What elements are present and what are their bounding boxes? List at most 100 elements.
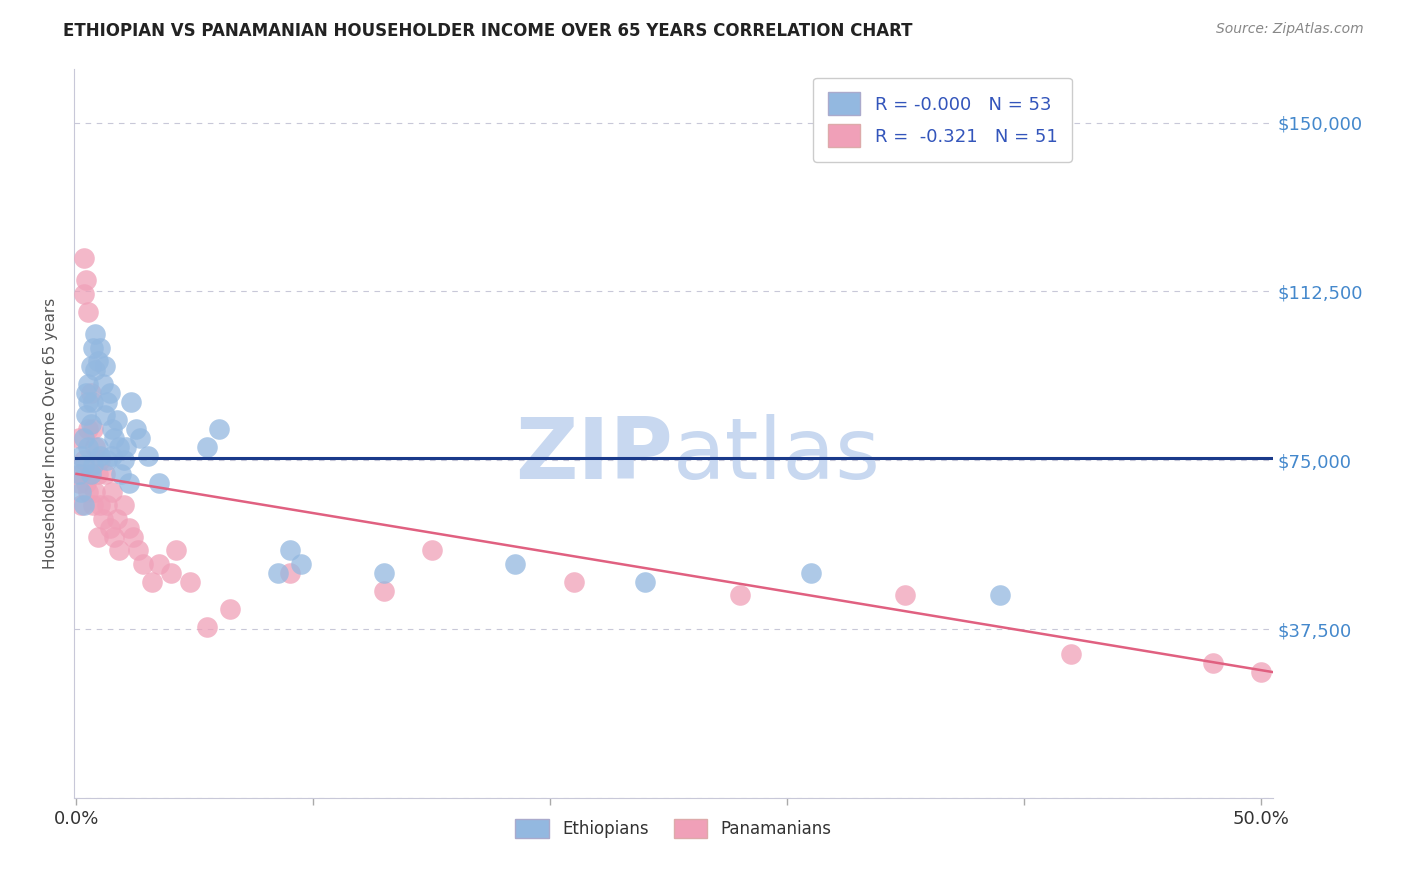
Y-axis label: Householder Income Over 65 years: Householder Income Over 65 years [44, 298, 58, 569]
Point [77, 484, 100, 499]
Point [127, 543, 149, 558]
Point [84, 484, 107, 499]
Point [101, 422, 124, 436]
Point [141, 574, 163, 589]
Point [96, 499, 118, 513]
Point [82, 458, 104, 472]
Point [75, 475, 97, 490]
Point [84, 327, 107, 342]
Point [77, 394, 100, 409]
Point [67, 431, 90, 445]
Point [800, 566, 823, 580]
Point [988, 589, 1011, 603]
Text: ZIP: ZIP [516, 414, 673, 497]
Point [290, 557, 312, 571]
Point [79, 417, 101, 432]
Point [124, 422, 146, 436]
Point [94, 467, 117, 481]
Point [105, 413, 128, 427]
Point [84, 440, 107, 454]
Point [70, 499, 93, 513]
Point [728, 589, 751, 603]
Point [72, 251, 94, 265]
Point [72, 431, 94, 445]
Point [72, 453, 94, 467]
Text: Source: ZipAtlas.com: Source: ZipAtlas.com [1216, 22, 1364, 37]
Point [79, 467, 101, 481]
Point [179, 574, 201, 589]
Point [82, 341, 104, 355]
Point [70, 484, 93, 499]
Point [96, 394, 118, 409]
Point [82, 499, 104, 513]
Point [136, 449, 159, 463]
Point [894, 589, 917, 603]
Point [82, 422, 104, 436]
Point [75, 385, 97, 400]
Point [105, 512, 128, 526]
Point [122, 530, 145, 544]
Point [108, 543, 131, 558]
Point [67, 475, 90, 490]
Point [79, 467, 101, 481]
Point [89, 449, 111, 463]
Point [120, 394, 142, 409]
Point [1060, 647, 1083, 661]
Point [195, 620, 218, 634]
Point [89, 453, 111, 467]
Point [77, 304, 100, 318]
Point [148, 475, 170, 490]
Point [110, 467, 132, 481]
Point [112, 499, 135, 513]
Point [562, 574, 585, 589]
Text: ETHIOPIAN VS PANAMANIAN HOUSEHOLDER INCOME OVER 65 YEARS CORRELATION CHART: ETHIOPIAN VS PANAMANIAN HOUSEHOLDER INCO… [63, 22, 912, 40]
Point [77, 422, 100, 436]
Point [75, 409, 97, 423]
Point [373, 566, 395, 580]
Point [70, 449, 93, 463]
Point [267, 566, 290, 580]
Point [87, 354, 110, 368]
Point [67, 467, 90, 481]
Point [117, 475, 139, 490]
Point [91, 376, 114, 391]
Text: atlas: atlas [673, 414, 882, 497]
Point [82, 394, 104, 409]
Point [84, 363, 107, 377]
Point [1250, 665, 1272, 679]
Point [96, 453, 118, 467]
Point [72, 458, 94, 472]
Point [129, 431, 152, 445]
Point [103, 530, 125, 544]
Point [79, 359, 101, 373]
Point [278, 566, 301, 580]
Point [207, 422, 229, 436]
Point [103, 431, 125, 445]
Point [72, 286, 94, 301]
Point [1202, 656, 1225, 670]
Point [70, 467, 93, 481]
Point [72, 499, 94, 513]
Point [101, 449, 124, 463]
Point [165, 543, 187, 558]
Point [77, 440, 100, 454]
Point [87, 467, 110, 481]
Point [219, 602, 242, 616]
Point [98, 521, 121, 535]
Point [278, 543, 301, 558]
Point [108, 440, 131, 454]
Point [89, 499, 111, 513]
Point [89, 341, 111, 355]
Point [160, 566, 183, 580]
Point [195, 440, 218, 454]
Point [79, 385, 101, 400]
Point [132, 557, 155, 571]
Point [91, 512, 114, 526]
Point [94, 409, 117, 423]
Point [75, 273, 97, 287]
Point [101, 484, 124, 499]
Point [112, 453, 135, 467]
Point [94, 359, 117, 373]
Point [503, 557, 526, 571]
Point [98, 385, 121, 400]
